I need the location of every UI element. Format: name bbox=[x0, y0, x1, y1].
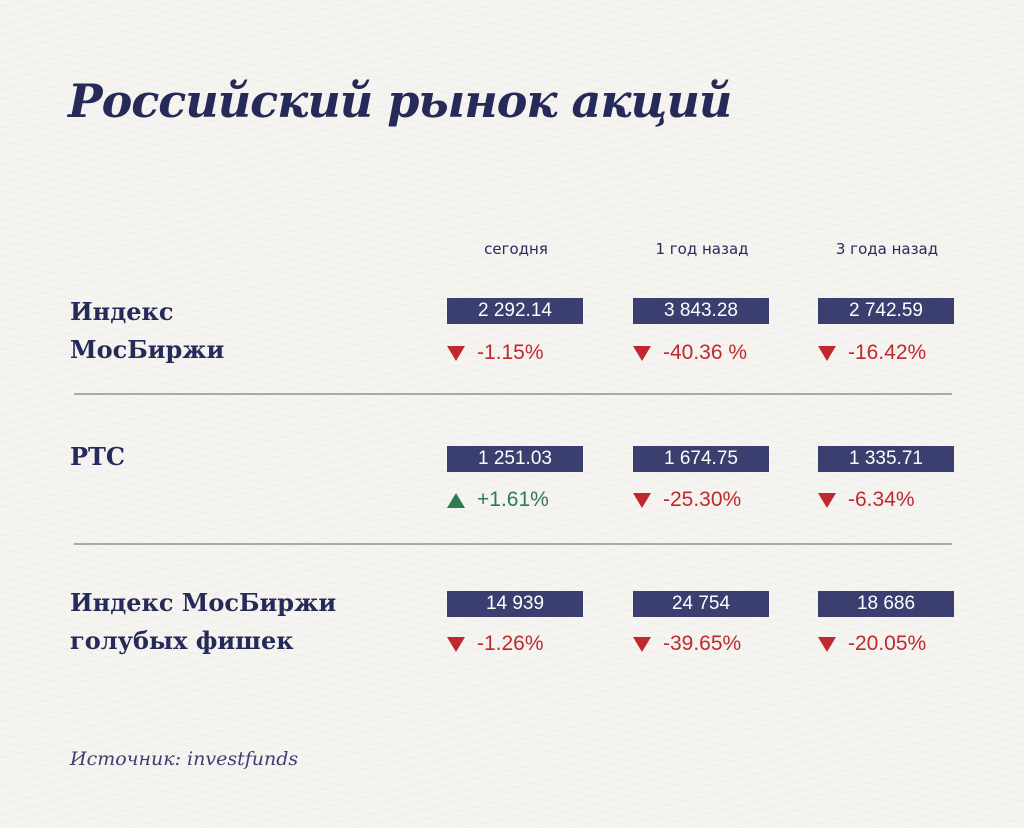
page-title: Российский рынок акций bbox=[68, 74, 732, 128]
change-value: -6.34% bbox=[848, 488, 915, 511]
change-indicator: +1.61% bbox=[447, 487, 607, 513]
row-label-line: Индекс МосБиржи bbox=[70, 588, 337, 617]
change-indicator: -39.65% bbox=[633, 631, 793, 657]
value-box: 18 686 bbox=[818, 591, 954, 617]
value-box: 1 335.71 bbox=[818, 446, 954, 472]
change-value: -25.30% bbox=[663, 488, 742, 511]
direction-arrow-icon bbox=[633, 492, 651, 508]
change-indicator: -16.42% bbox=[818, 340, 978, 366]
row-label-moex-index: Индекс МосБиржи bbox=[70, 293, 224, 369]
row-label-line: МосБиржи bbox=[70, 335, 225, 364]
row-label-rts: РТС bbox=[70, 438, 125, 476]
direction-arrow-icon bbox=[447, 636, 465, 652]
value-box: 1 251.03 bbox=[447, 446, 583, 472]
column-header-3-years-ago: 3 года назад bbox=[835, 240, 939, 258]
change-indicator: -1.15% bbox=[447, 340, 607, 366]
direction-arrow-icon bbox=[818, 492, 836, 508]
change-value: -40.36 % bbox=[663, 341, 748, 364]
change-value: +1.61% bbox=[477, 488, 549, 511]
column-header-1-year-ago: 1 год назад bbox=[655, 240, 749, 258]
change-indicator: -6.34% bbox=[818, 487, 978, 513]
direction-arrow-icon bbox=[447, 492, 465, 508]
direction-arrow-icon bbox=[818, 636, 836, 652]
value-box: 3 843.28 bbox=[633, 298, 769, 324]
change-indicator: -40.36 % bbox=[633, 340, 793, 366]
row-label-moex-blue-chips: Индекс МосБиржи голубых фишек bbox=[70, 584, 336, 660]
direction-arrow-icon bbox=[633, 345, 651, 361]
source-note: Источник: investfunds bbox=[70, 748, 299, 770]
change-indicator: -25.30% bbox=[633, 487, 793, 513]
change-indicator: -1.26% bbox=[447, 631, 607, 657]
change-value: -1.15% bbox=[477, 341, 544, 364]
direction-arrow-icon bbox=[633, 636, 651, 652]
change-value: -20.05% bbox=[848, 632, 927, 655]
value-box: 2 292.14 bbox=[447, 298, 583, 324]
row-label-line: голубых фишек bbox=[70, 626, 294, 655]
row-divider bbox=[74, 543, 952, 545]
row-label-line: РТС bbox=[70, 442, 126, 471]
row-label-line: Индекс bbox=[70, 297, 174, 326]
direction-arrow-icon bbox=[818, 345, 836, 361]
change-value: -16.42% bbox=[848, 341, 927, 364]
column-header-today: сегодня bbox=[484, 240, 548, 258]
value-box: 14 939 bbox=[447, 591, 583, 617]
change-value: -1.26% bbox=[477, 632, 544, 655]
change-indicator: -20.05% bbox=[818, 631, 978, 657]
change-value: -39.65% bbox=[663, 632, 742, 655]
value-box: 24 754 bbox=[633, 591, 769, 617]
direction-arrow-icon bbox=[447, 345, 465, 361]
value-box: 2 742.59 bbox=[818, 298, 954, 324]
value-box: 1 674.75 bbox=[633, 446, 769, 472]
row-divider bbox=[74, 393, 952, 395]
